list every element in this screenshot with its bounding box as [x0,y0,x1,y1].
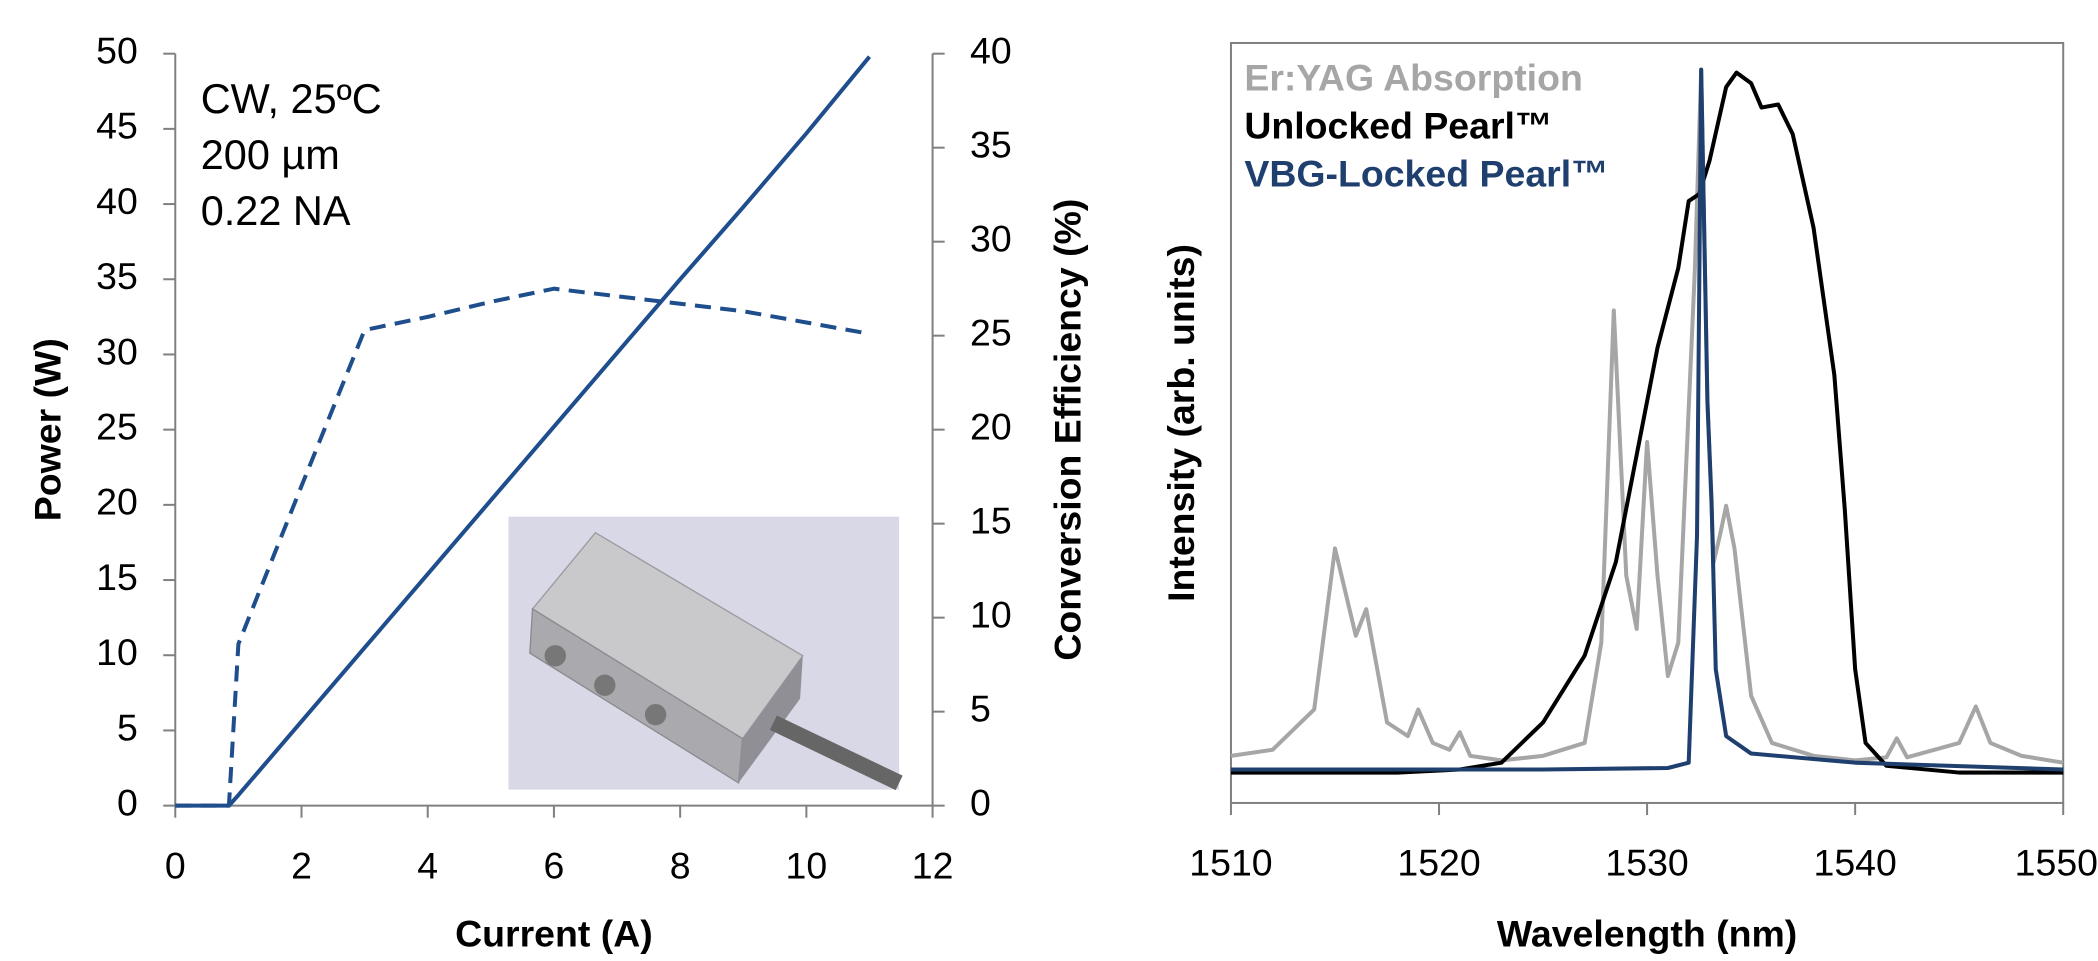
x-tick-label: 1520 [1397,842,1480,884]
x-tick-label: 2 [291,844,312,886]
x-tick-label: 1550 [2015,842,2098,884]
inset-photo [508,516,903,791]
y-tick-label: 35 [96,255,138,297]
data-line [175,286,870,808]
y-tick-label: 50 [96,30,138,72]
x-tick-label: 10 [786,844,828,886]
data-line [175,55,872,808]
x-tick-label: 0 [165,844,186,886]
y-tick-label: 30 [96,330,138,372]
y2-tick-label: 15 [970,500,1012,542]
y2-tick-label: 10 [970,594,1012,636]
x-tick-label: 1510 [1189,842,1272,884]
x-axis-title: Wavelength (nm) [1497,913,1797,955]
y-axis-title: Intensity (arb. units) [1160,244,1202,602]
annotation: 200 µm [201,131,340,178]
legend-entry: VBG-Locked Pearl™ [1244,153,1608,195]
x-tick-label: 4 [417,844,438,886]
y-tick-label: 45 [96,105,138,147]
x-tick-label: 6 [544,844,565,886]
y-tick-label: 5 [117,706,138,748]
x-tick-label: 1540 [1813,842,1896,884]
x-axis-title: Current (A) [455,913,653,955]
y2-tick-label: 20 [970,406,1012,448]
legend-entry: Er:YAG Absorption [1244,56,1582,98]
y-tick-label: 25 [96,406,138,448]
y-tick-label: 0 [117,782,138,824]
y-tick-label: 40 [96,180,138,222]
annotation: CW, 25ºC [201,75,382,122]
y-tick-label: 20 [96,481,138,523]
annotation: 0.22 NA [201,187,351,234]
x-tick-label: 1530 [1605,842,1688,884]
y2-tick-label: 25 [970,312,1012,354]
y-tick-label: 10 [96,631,138,673]
y-axis-title: Power (W) [27,338,69,521]
y2-tick-label: 40 [970,30,1012,72]
y2-tick-label: 35 [970,124,1012,166]
x-tick-label: 8 [670,844,691,886]
y2-axis-title: Conversion Efficiency (%) [1046,199,1088,661]
data-line [1230,70,2064,775]
y2-tick-label: 0 [970,782,991,824]
data-line [1230,67,2064,772]
data-line [1230,67,2064,765]
y2-tick-label: 30 [970,218,1012,260]
y-tick-label: 15 [96,556,138,598]
x-tick-label: 12 [912,844,954,886]
legend-entry: Unlocked Pearl™ [1244,104,1552,146]
y2-tick-label: 5 [970,688,991,730]
